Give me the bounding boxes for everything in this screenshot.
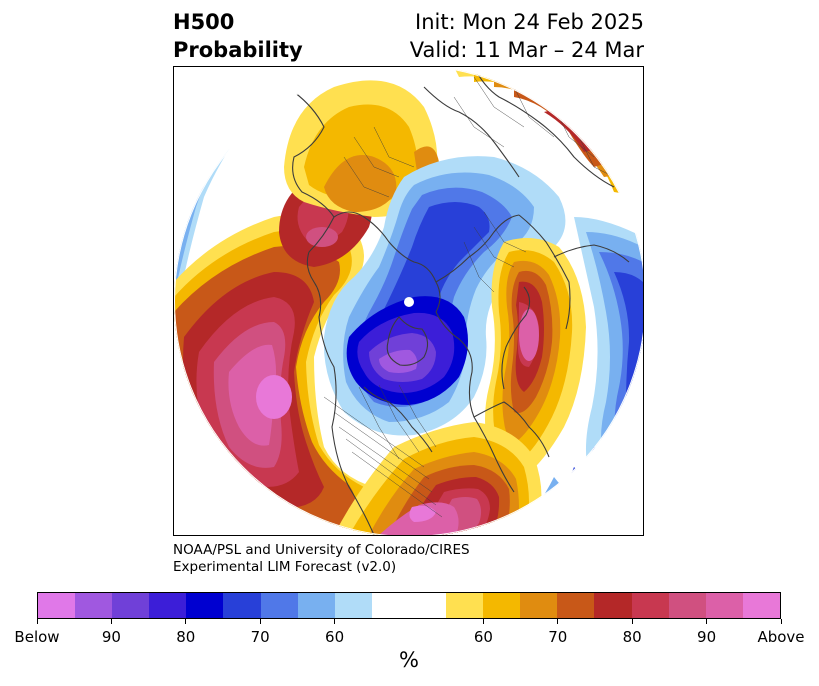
colorbar-tick: [780, 619, 782, 624]
colorbar-cell: [557, 593, 595, 618]
init-date: Init: Mon 24 Feb 2025: [415, 10, 644, 34]
colorbar-cell: [38, 593, 76, 618]
colorbar-cell: [223, 593, 261, 618]
colorbar-cell: [742, 593, 780, 618]
title-metric: Probability: [173, 38, 303, 62]
colorbar-tick: [36, 619, 38, 624]
valid-range: Valid: 11 Mar – 24 Mar: [409, 38, 644, 62]
colorbar-cell: [334, 593, 372, 618]
colorbar-cell: [631, 593, 669, 618]
colorbar-cell: [149, 593, 187, 618]
colorbar-tick-label: Above: [757, 628, 805, 646]
colorbar-tick-label: 70: [250, 628, 270, 646]
colorbar-tick-label: 90: [697, 628, 717, 646]
colorbar-tick: [259, 619, 261, 624]
colorbar-cell: [483, 593, 521, 618]
probability-map-svg: [174, 67, 643, 535]
colorbar-tick-label: Below: [14, 628, 60, 646]
colorbar-cell: [260, 593, 298, 618]
credit-text: NOAA/PSL and University of Colorado/CIRE…: [173, 542, 470, 576]
colorbar-tick: [334, 619, 336, 624]
credit-line-2: Experimental LIM Forecast (v2.0): [173, 559, 397, 575]
colorbar-tick: [706, 619, 708, 624]
colorbar-cell: [297, 593, 335, 618]
colorbar-cell: [112, 593, 150, 618]
credit-line-1: NOAA/PSL and University of Colorado/CIRE…: [173, 542, 470, 558]
colorbar-cell: [75, 593, 113, 618]
colorbar-tick: [185, 619, 187, 624]
colorbar-tick-label: 80: [176, 628, 196, 646]
coastlines: [292, 67, 643, 535]
colorbar-tick-label: 80: [622, 628, 642, 646]
colorbar-tick-label: 60: [473, 628, 493, 646]
colorbar-tick-label: 90: [101, 628, 121, 646]
title-left: H500 Probability: [173, 8, 303, 64]
colorbar-cell: [186, 593, 224, 618]
colorbar-cell: [520, 593, 558, 618]
colorbar: [37, 592, 781, 619]
title-variable: H500: [173, 10, 235, 34]
colorbar-unit: %: [399, 648, 419, 672]
colorbar-cell: [705, 593, 743, 618]
forecast-map: [173, 66, 644, 536]
colorbar-tick: [631, 619, 633, 624]
colorbar-tick: [482, 619, 484, 624]
colorbar-tick: [557, 619, 559, 624]
colorbar-tick: [110, 619, 112, 624]
colorbar-tick-label: 70: [548, 628, 568, 646]
colorbar-cell: [408, 593, 447, 618]
colorbar-cell: [446, 593, 484, 618]
colorbar-cell: [668, 593, 706, 618]
colorbar-cell: [371, 593, 409, 618]
colorbar-cell: [594, 593, 632, 618]
colorbar-tick-label: 60: [325, 628, 345, 646]
title-right: Init: Mon 24 Feb 2025 Valid: 11 Mar – 24…: [410, 8, 644, 64]
